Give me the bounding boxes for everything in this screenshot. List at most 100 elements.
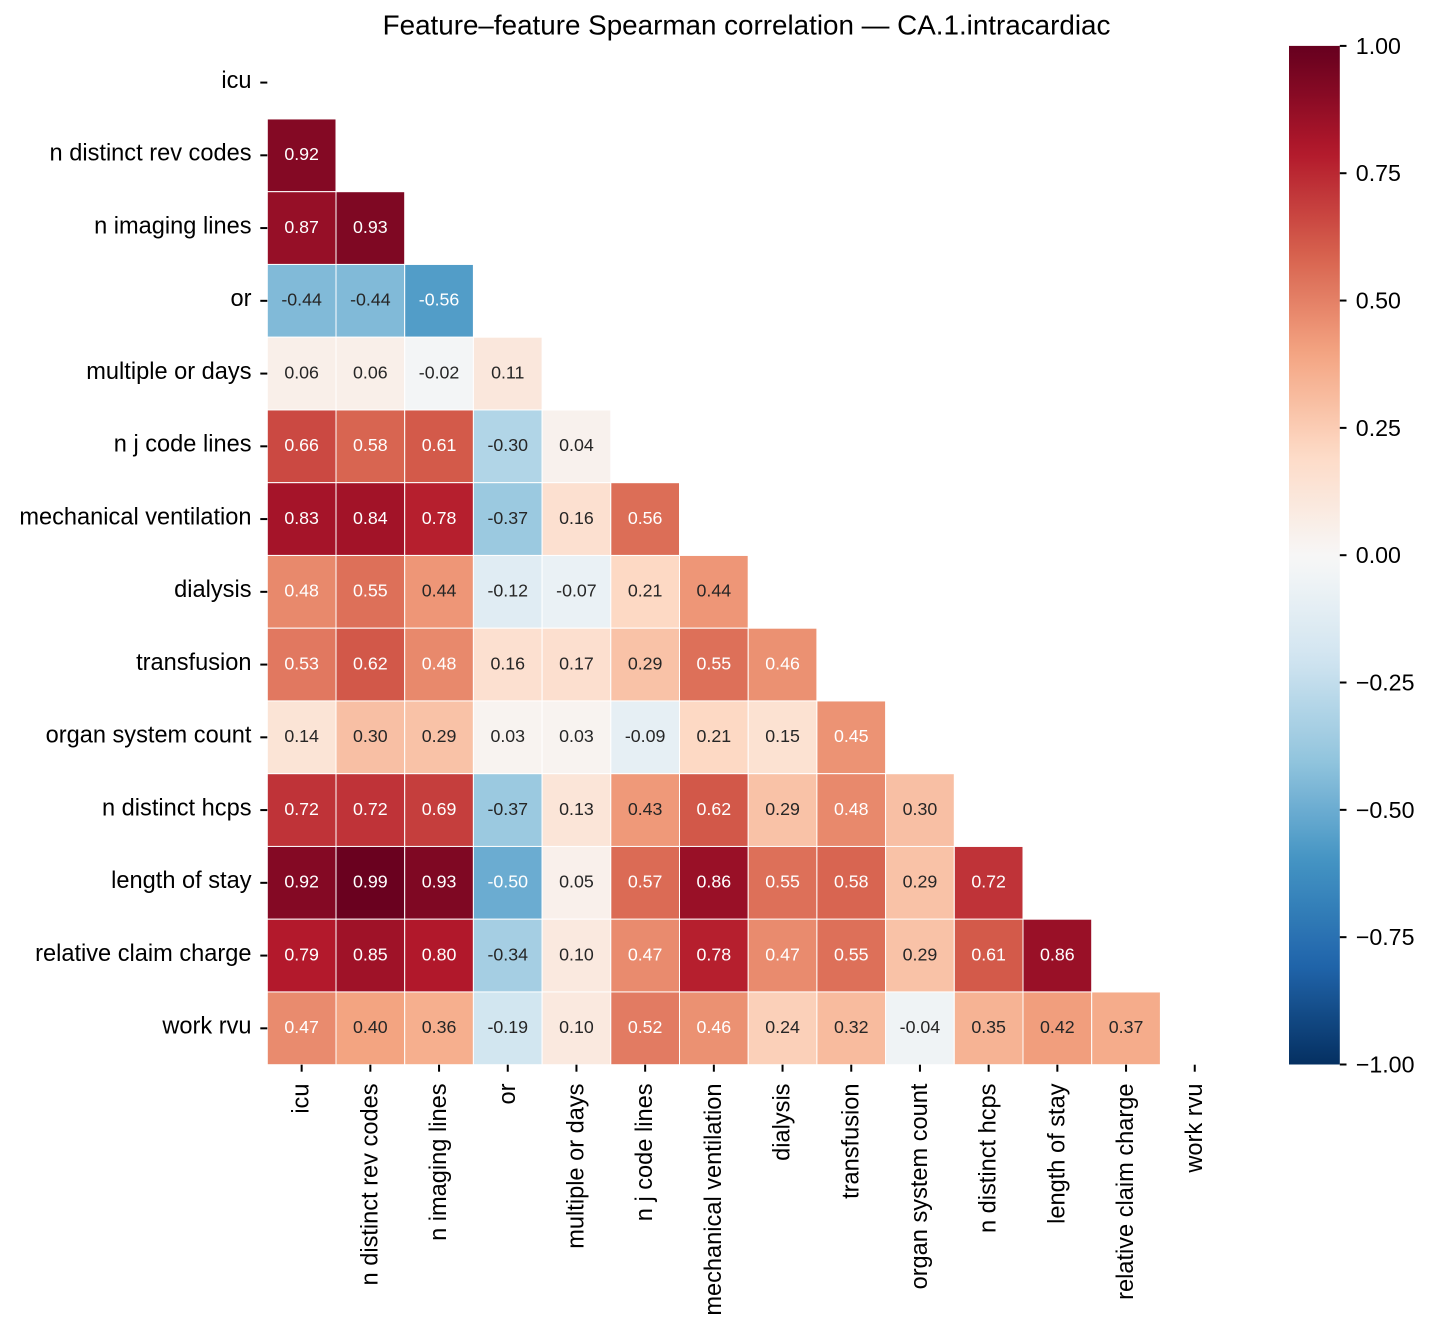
svg-text:−0.75: −0.75: [1356, 924, 1415, 950]
svg-text:0.93: 0.93: [422, 872, 457, 892]
svg-text:0.47: 0.47: [284, 1017, 319, 1037]
svg-text:0.66: 0.66: [284, 435, 319, 455]
svg-text:0.52: 0.52: [628, 1017, 663, 1037]
svg-text:1.00: 1.00: [1356, 33, 1401, 59]
svg-text:0.55: 0.55: [697, 653, 732, 673]
svg-text:−0.50: −0.50: [1356, 797, 1415, 823]
svg-text:multiple or days: multiple or days: [563, 1084, 589, 1249]
svg-text:0.62: 0.62: [697, 799, 732, 819]
svg-text:-0.02: -0.02: [419, 362, 460, 382]
svg-text:-0.30: -0.30: [487, 435, 528, 455]
svg-text:n imaging lines: n imaging lines: [426, 1084, 452, 1241]
svg-text:0.06: 0.06: [353, 362, 388, 382]
svg-text:organ system count: organ system count: [907, 1083, 933, 1289]
svg-text:0.83: 0.83: [284, 508, 319, 528]
svg-text:organ system count: organ system count: [46, 723, 252, 749]
svg-text:0.55: 0.55: [765, 872, 800, 892]
svg-text:0.55: 0.55: [834, 944, 869, 964]
svg-text:0.58: 0.58: [353, 435, 388, 455]
svg-text:0.69: 0.69: [422, 799, 457, 819]
svg-text:0.10: 0.10: [559, 944, 594, 964]
svg-text:0.21: 0.21: [628, 581, 663, 601]
svg-text:n j code lines: n j code lines: [114, 432, 252, 458]
svg-text:n distinct rev codes: n distinct rev codes: [357, 1084, 383, 1286]
svg-text:0.92: 0.92: [284, 144, 319, 164]
svg-text:-0.44: -0.44: [281, 290, 322, 310]
svg-text:relative claim charge: relative claim charge: [35, 941, 251, 967]
svg-text:0.40: 0.40: [353, 1017, 388, 1037]
svg-text:0.56: 0.56: [628, 508, 663, 528]
svg-text:0.84: 0.84: [353, 508, 388, 528]
svg-text:0.36: 0.36: [422, 1017, 457, 1037]
svg-text:transfusion: transfusion: [838, 1084, 864, 1199]
svg-text:0.53: 0.53: [284, 653, 319, 673]
svg-text:0.03: 0.03: [490, 726, 525, 746]
svg-text:-0.37: -0.37: [487, 799, 528, 819]
svg-text:0.72: 0.72: [284, 799, 319, 819]
svg-text:0.29: 0.29: [422, 726, 457, 746]
svg-text:0.86: 0.86: [697, 872, 732, 892]
svg-text:n j code lines: n j code lines: [632, 1084, 658, 1222]
svg-text:0.21: 0.21: [697, 726, 732, 746]
svg-text:Feature–feature Spearman corre: Feature–feature Spearman correlation — C…: [383, 9, 1111, 40]
svg-text:0.87: 0.87: [284, 217, 319, 237]
svg-text:0.32: 0.32: [834, 1017, 869, 1037]
svg-text:0.14: 0.14: [284, 726, 319, 746]
svg-text:0.44: 0.44: [697, 581, 732, 601]
svg-text:0.78: 0.78: [697, 944, 732, 964]
svg-text:0.35: 0.35: [971, 1017, 1006, 1037]
svg-text:0.47: 0.47: [765, 944, 800, 964]
svg-text:or: or: [495, 1083, 521, 1104]
svg-text:0.15: 0.15: [765, 726, 800, 746]
svg-text:0.04: 0.04: [559, 435, 594, 455]
svg-text:mechanical ventilation: mechanical ventilation: [701, 1084, 727, 1316]
svg-text:0.10: 0.10: [559, 1017, 594, 1037]
svg-text:−0.25: −0.25: [1356, 670, 1415, 696]
svg-text:relative claim charge: relative claim charge: [1113, 1084, 1139, 1300]
svg-text:0.44: 0.44: [422, 581, 457, 601]
svg-text:-0.07: -0.07: [556, 581, 597, 601]
svg-text:length of stay: length of stay: [111, 868, 252, 894]
svg-text:0.79: 0.79: [284, 944, 319, 964]
svg-text:0.72: 0.72: [353, 799, 388, 819]
svg-text:icu: icu: [289, 1084, 315, 1114]
svg-text:-0.09: -0.09: [625, 726, 666, 746]
svg-text:0.13: 0.13: [559, 799, 594, 819]
svg-text:0.11: 0.11: [491, 362, 524, 382]
svg-text:0.80: 0.80: [422, 944, 457, 964]
svg-text:0.43: 0.43: [628, 799, 663, 819]
svg-text:0.29: 0.29: [628, 653, 663, 673]
svg-text:-0.56: -0.56: [419, 290, 460, 310]
svg-text:0.03: 0.03: [559, 726, 594, 746]
svg-text:work rvu: work rvu: [161, 1014, 251, 1040]
svg-text:0.16: 0.16: [490, 653, 525, 673]
svg-text:n distinct rev codes: n distinct rev codes: [50, 141, 252, 167]
svg-text:0.00: 0.00: [1356, 542, 1401, 568]
svg-text:-0.50: -0.50: [487, 872, 528, 892]
svg-text:or: or: [231, 286, 252, 312]
svg-text:0.30: 0.30: [903, 799, 938, 819]
svg-text:-0.04: -0.04: [900, 1017, 941, 1037]
svg-text:0.48: 0.48: [422, 653, 457, 673]
svg-text:0.06: 0.06: [284, 362, 319, 382]
svg-text:length of stay: length of stay: [1044, 1083, 1070, 1224]
svg-text:0.42: 0.42: [1040, 1017, 1075, 1037]
svg-text:0.75: 0.75: [1356, 160, 1401, 186]
svg-text:-0.44: -0.44: [350, 290, 391, 310]
svg-text:0.58: 0.58: [834, 872, 869, 892]
svg-text:0.85: 0.85: [353, 944, 388, 964]
svg-text:0.55: 0.55: [353, 581, 388, 601]
svg-text:0.05: 0.05: [559, 872, 594, 892]
svg-text:n imaging lines: n imaging lines: [94, 213, 251, 239]
svg-text:-0.37: -0.37: [487, 508, 528, 528]
svg-text:0.48: 0.48: [284, 581, 319, 601]
svg-text:-0.12: -0.12: [487, 581, 528, 601]
svg-text:0.17: 0.17: [559, 653, 594, 673]
svg-text:dialysis: dialysis: [770, 1084, 796, 1161]
svg-text:multiple or days: multiple or days: [86, 359, 251, 385]
svg-text:0.45: 0.45: [834, 726, 869, 746]
svg-text:0.93: 0.93: [353, 217, 388, 237]
svg-text:0.50: 0.50: [1356, 288, 1401, 314]
svg-text:dialysis: dialysis: [174, 577, 251, 603]
svg-text:0.57: 0.57: [628, 872, 663, 892]
